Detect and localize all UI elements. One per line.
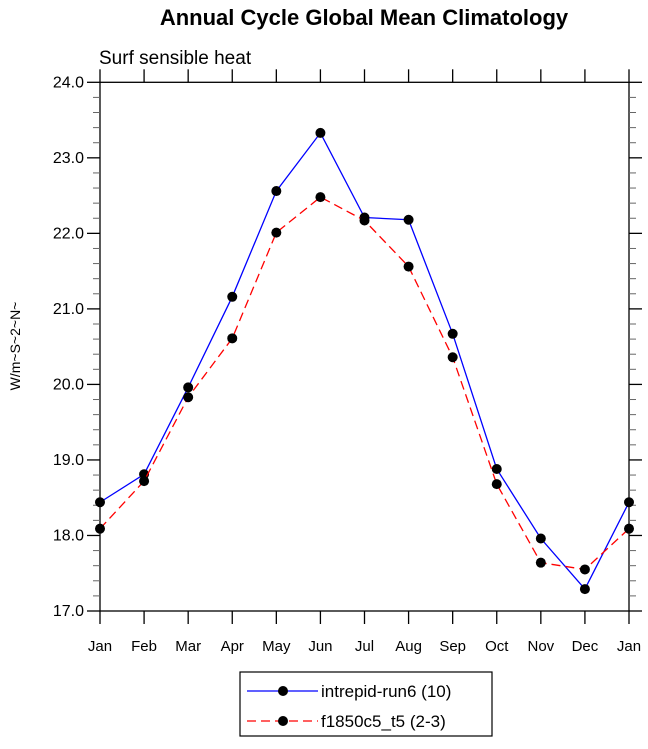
plot-frame	[99, 81, 630, 612]
y-tick-label: 19.0	[53, 452, 84, 469]
legend-label: f1850c5_t5 (2-3)	[321, 712, 446, 731]
y-tick-label: 17.0	[53, 603, 84, 620]
data-point	[447, 328, 458, 339]
y-tick-label: 18.0	[53, 527, 84, 544]
y-tick-label: 22.0	[53, 225, 84, 242]
x-tick-label: Jun	[308, 638, 332, 655]
data-point	[271, 227, 282, 238]
x-tick-label: Oct	[485, 638, 509, 655]
data-point	[624, 523, 634, 534]
data-point	[535, 533, 546, 544]
legend: intrepid-run6 (10) f1850c5_t5 (2-3)	[239, 671, 493, 737]
x-tick-label: Nov	[527, 638, 554, 655]
data-point	[183, 392, 194, 403]
data-point	[95, 523, 105, 534]
y-tick-label: 21.0	[53, 301, 84, 318]
y-tick-label: 24.0	[53, 74, 84, 91]
data-point	[315, 127, 326, 138]
data-point	[271, 186, 282, 197]
legend-label: intrepid-run6 (10)	[321, 682, 451, 701]
legend-marker	[278, 716, 288, 726]
x-tick-label: Feb	[131, 638, 157, 655]
y-tick-label: 23.0	[53, 150, 84, 167]
x-tick-label: Aug	[395, 638, 422, 655]
data-point	[579, 584, 590, 595]
chart-title: Annual Cycle Global Mean Climatology	[160, 5, 569, 30]
x-tick-label: Jan	[88, 638, 112, 655]
data-point	[359, 215, 370, 226]
data-point	[403, 214, 414, 225]
series-line-0	[99, 131, 630, 591]
data-point	[624, 497, 634, 508]
data-point	[579, 564, 590, 575]
data-point	[447, 352, 458, 363]
x-tick-label: Apr	[221, 638, 244, 655]
x-tick-label: Jul	[355, 638, 374, 655]
data-point	[227, 291, 238, 302]
data-point	[491, 464, 502, 475]
series-line-1	[99, 196, 630, 571]
data-point	[315, 192, 326, 203]
data-point	[491, 479, 502, 490]
data-point	[227, 333, 238, 344]
data-point	[183, 382, 194, 393]
x-tick-label: May	[262, 638, 291, 655]
data-point	[535, 557, 546, 568]
x-tick-label: Jan	[617, 638, 641, 655]
y-axis-label: W/m~S~2~N~	[7, 302, 23, 391]
data-point	[95, 497, 105, 508]
chart-subtitle: Surf sensible heat	[99, 48, 252, 69]
y-tick-label: 20.0	[53, 376, 84, 393]
data-point	[139, 476, 150, 487]
x-tick-label: Mar	[175, 638, 201, 655]
x-tick-label: Dec	[572, 638, 599, 655]
legend-marker	[278, 686, 288, 696]
data-point	[403, 261, 414, 272]
x-tick-label: Sep	[439, 638, 466, 655]
